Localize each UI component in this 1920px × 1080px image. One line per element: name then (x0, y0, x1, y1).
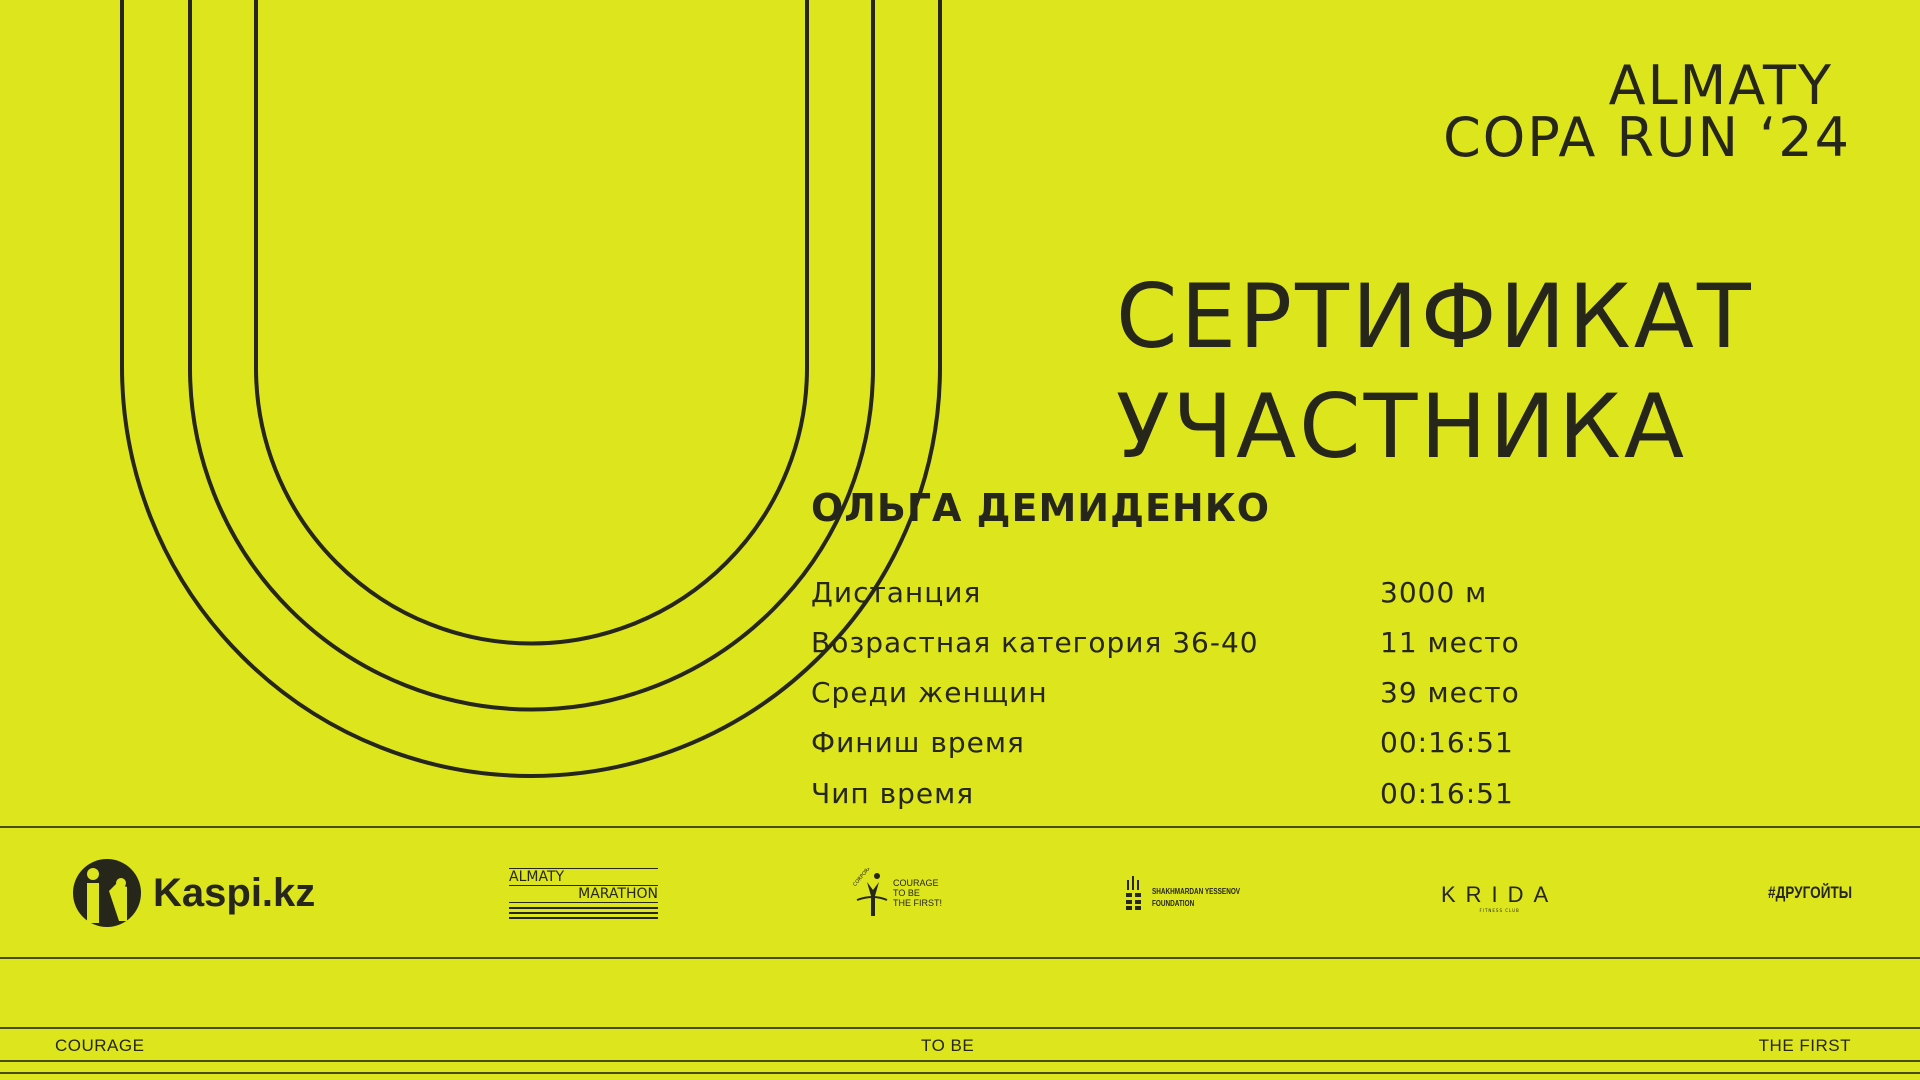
courage-fund-logo: CORPORATE FUND COURAGE TO BE THE FIRST! (851, 868, 942, 918)
certificate-title: СЕРТИФИКАТ УЧАСТНИКА (1116, 262, 1754, 482)
footer-center-text: TO BE (921, 1036, 975, 1055)
yessenov-line2: FOUNDATION (1152, 899, 1195, 908)
almaty-marathon-line1: ALMATY (509, 868, 658, 886)
footer-left-text: COURAGE (55, 1036, 145, 1055)
courage-fund-line1: COURAGE (893, 878, 939, 888)
participant-name: ОЛЬГА ДЕМИДЕНКО (811, 486, 1271, 530)
courage-fund-line2: TO BE (893, 888, 920, 898)
result-label: Дистанция (811, 576, 982, 609)
result-row-women: Среди женщин 39 место (811, 676, 1519, 709)
krida-logo: KRIDA FITNESS CLUB (1441, 882, 1558, 913)
yessenov-mark-icon (1126, 876, 1141, 910)
result-row-chip-time: Чип время 00:16:51 (811, 777, 1513, 810)
result-value: 3000 м (1380, 576, 1488, 609)
kaspi-people-icon (73, 859, 141, 927)
courage-fund-runner-icon: CORPORATE FUND (852, 868, 888, 916)
result-value: 00:16:51 (1380, 777, 1514, 810)
track-lane-middle (188, 0, 875, 712)
certificate-title-line1: СЕРТИФИКАТ (1116, 265, 1754, 368)
divider (0, 1072, 1920, 1074)
drugoity-logo: #ДРУГОЙТЫ (1768, 883, 1853, 902)
result-value: 39 место (1380, 676, 1520, 709)
kaspi-wordmark: Kaspi.kz (153, 870, 316, 915)
almaty-marathon-logo: ALMATY MARATHON (509, 868, 658, 919)
certificate-title-line2: УЧАСТНИКА (1116, 375, 1688, 478)
divider (0, 826, 1920, 828)
result-value: 11 место (1380, 626, 1520, 659)
result-value: 00:16:51 (1380, 726, 1514, 759)
result-label: Возрастная категория 36-40 (811, 626, 1259, 659)
divider (0, 1027, 1920, 1029)
courage-fund-line3: THE FIRST! (893, 898, 942, 908)
track-lane-inner (254, 0, 809, 646)
yessenov-foundation-logo: SHAKHMARDAN YESSENOV FOUNDATION (1126, 876, 1262, 910)
track-lane-outer (120, 0, 942, 778)
divider (0, 957, 1920, 959)
kaspi-logo: Kaspi.kz (71, 857, 315, 929)
event-title: ALMATY COPA RUN ‘24 (1443, 54, 1851, 169)
result-label: Чип время (811, 777, 975, 810)
event-title-line1: ALMATY (1608, 54, 1833, 117)
result-row-age-category: Возрастная категория 36-40 11 место (811, 626, 1519, 659)
svg-text:CORPORATE FUND: CORPORATE FUND (852, 868, 886, 888)
divider (0, 1060, 1920, 1062)
krida-subtitle: FITNESS CLUB (1479, 908, 1520, 913)
result-row-distance: Дистанция 3000 м (811, 576, 1486, 609)
krida-wordmark: KRIDA (1441, 882, 1559, 907)
almaty-marathon-line2: MARATHON (509, 886, 658, 903)
yessenov-line1: SHAKHMARDAN YESSENOV (1152, 887, 1241, 896)
result-label: Среди женщин (811, 676, 1048, 709)
result-row-finish-time: Финиш время 00:16:51 (811, 726, 1513, 759)
result-label: Финиш время (811, 726, 1025, 759)
footer-right-text: THE FIRST (1758, 1036, 1851, 1055)
event-title-line2: COPA RUN ‘24 (1443, 106, 1851, 169)
